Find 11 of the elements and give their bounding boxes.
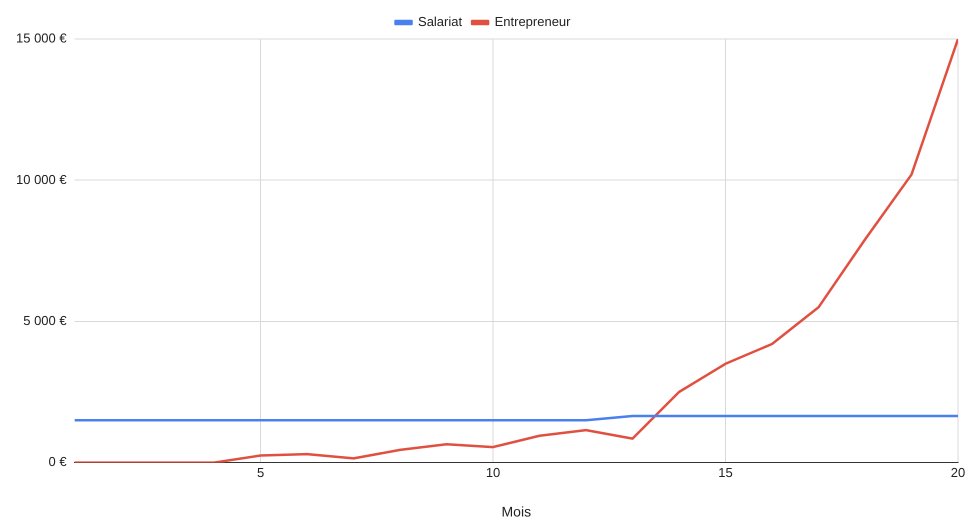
x-axis-title: Mois bbox=[502, 503, 532, 520]
legend-label: Salariat bbox=[418, 14, 462, 30]
x-tick-label: 15 bbox=[718, 464, 733, 480]
y-tick-label: 15 000 € bbox=[16, 30, 68, 46]
y-tick-label: 5 000 € bbox=[23, 312, 68, 328]
x-tick-label: 20 bbox=[950, 464, 966, 480]
x-tick-label: 5 bbox=[256, 464, 264, 480]
legend-label: Entrepreneur bbox=[494, 14, 572, 30]
x-tick-label: 10 bbox=[486, 464, 500, 480]
y-tick-label: 0 € bbox=[48, 454, 68, 470]
y-tick-label: 10 000 € bbox=[16, 172, 68, 187]
